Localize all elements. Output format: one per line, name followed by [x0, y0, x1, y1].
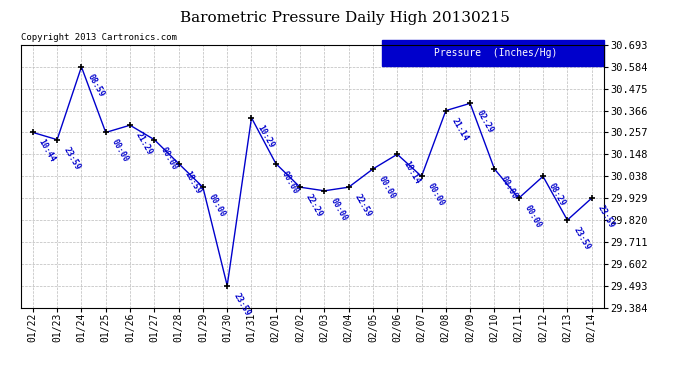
- Text: 08:59: 08:59: [86, 72, 106, 99]
- Text: 00:00: 00:00: [426, 182, 446, 208]
- Text: 23:59: 23:59: [571, 226, 592, 252]
- Text: 23:59: 23:59: [61, 145, 81, 171]
- Text: 21:29: 21:29: [134, 131, 155, 157]
- Text: 00:00: 00:00: [280, 169, 300, 195]
- Text: 00:00: 00:00: [159, 145, 179, 171]
- Text: 22:29: 22:29: [304, 193, 324, 219]
- Text: Pressure  (Inches/Hg): Pressure (Inches/Hg): [434, 48, 558, 58]
- Text: Copyright 2013 Cartronics.com: Copyright 2013 Cartronics.com: [21, 33, 177, 42]
- Text: 00:00: 00:00: [207, 193, 228, 219]
- Text: 10:44: 10:44: [37, 138, 57, 164]
- Text: 08:29: 08:29: [547, 182, 567, 208]
- Text: 18:59: 18:59: [183, 169, 203, 195]
- Text: 10:29: 10:29: [256, 123, 276, 150]
- Text: 00:00: 00:00: [377, 174, 397, 201]
- Text: 23:59: 23:59: [231, 291, 252, 317]
- Text: 10:14: 10:14: [402, 160, 422, 186]
- Text: Barometric Pressure Daily High 20130215: Barometric Pressure Daily High 20130215: [180, 11, 510, 25]
- Text: 00:00: 00:00: [328, 196, 349, 222]
- Text: 22:59: 22:59: [353, 193, 373, 219]
- Text: 00:00: 00:00: [499, 174, 519, 201]
- Text: 00:00: 00:00: [110, 138, 130, 164]
- Text: 02:29: 02:29: [474, 109, 495, 135]
- Text: 00:00: 00:00: [523, 204, 543, 230]
- Text: 21:14: 21:14: [450, 116, 471, 142]
- Text: 23:59: 23:59: [595, 204, 616, 230]
- FancyBboxPatch shape: [382, 40, 604, 66]
